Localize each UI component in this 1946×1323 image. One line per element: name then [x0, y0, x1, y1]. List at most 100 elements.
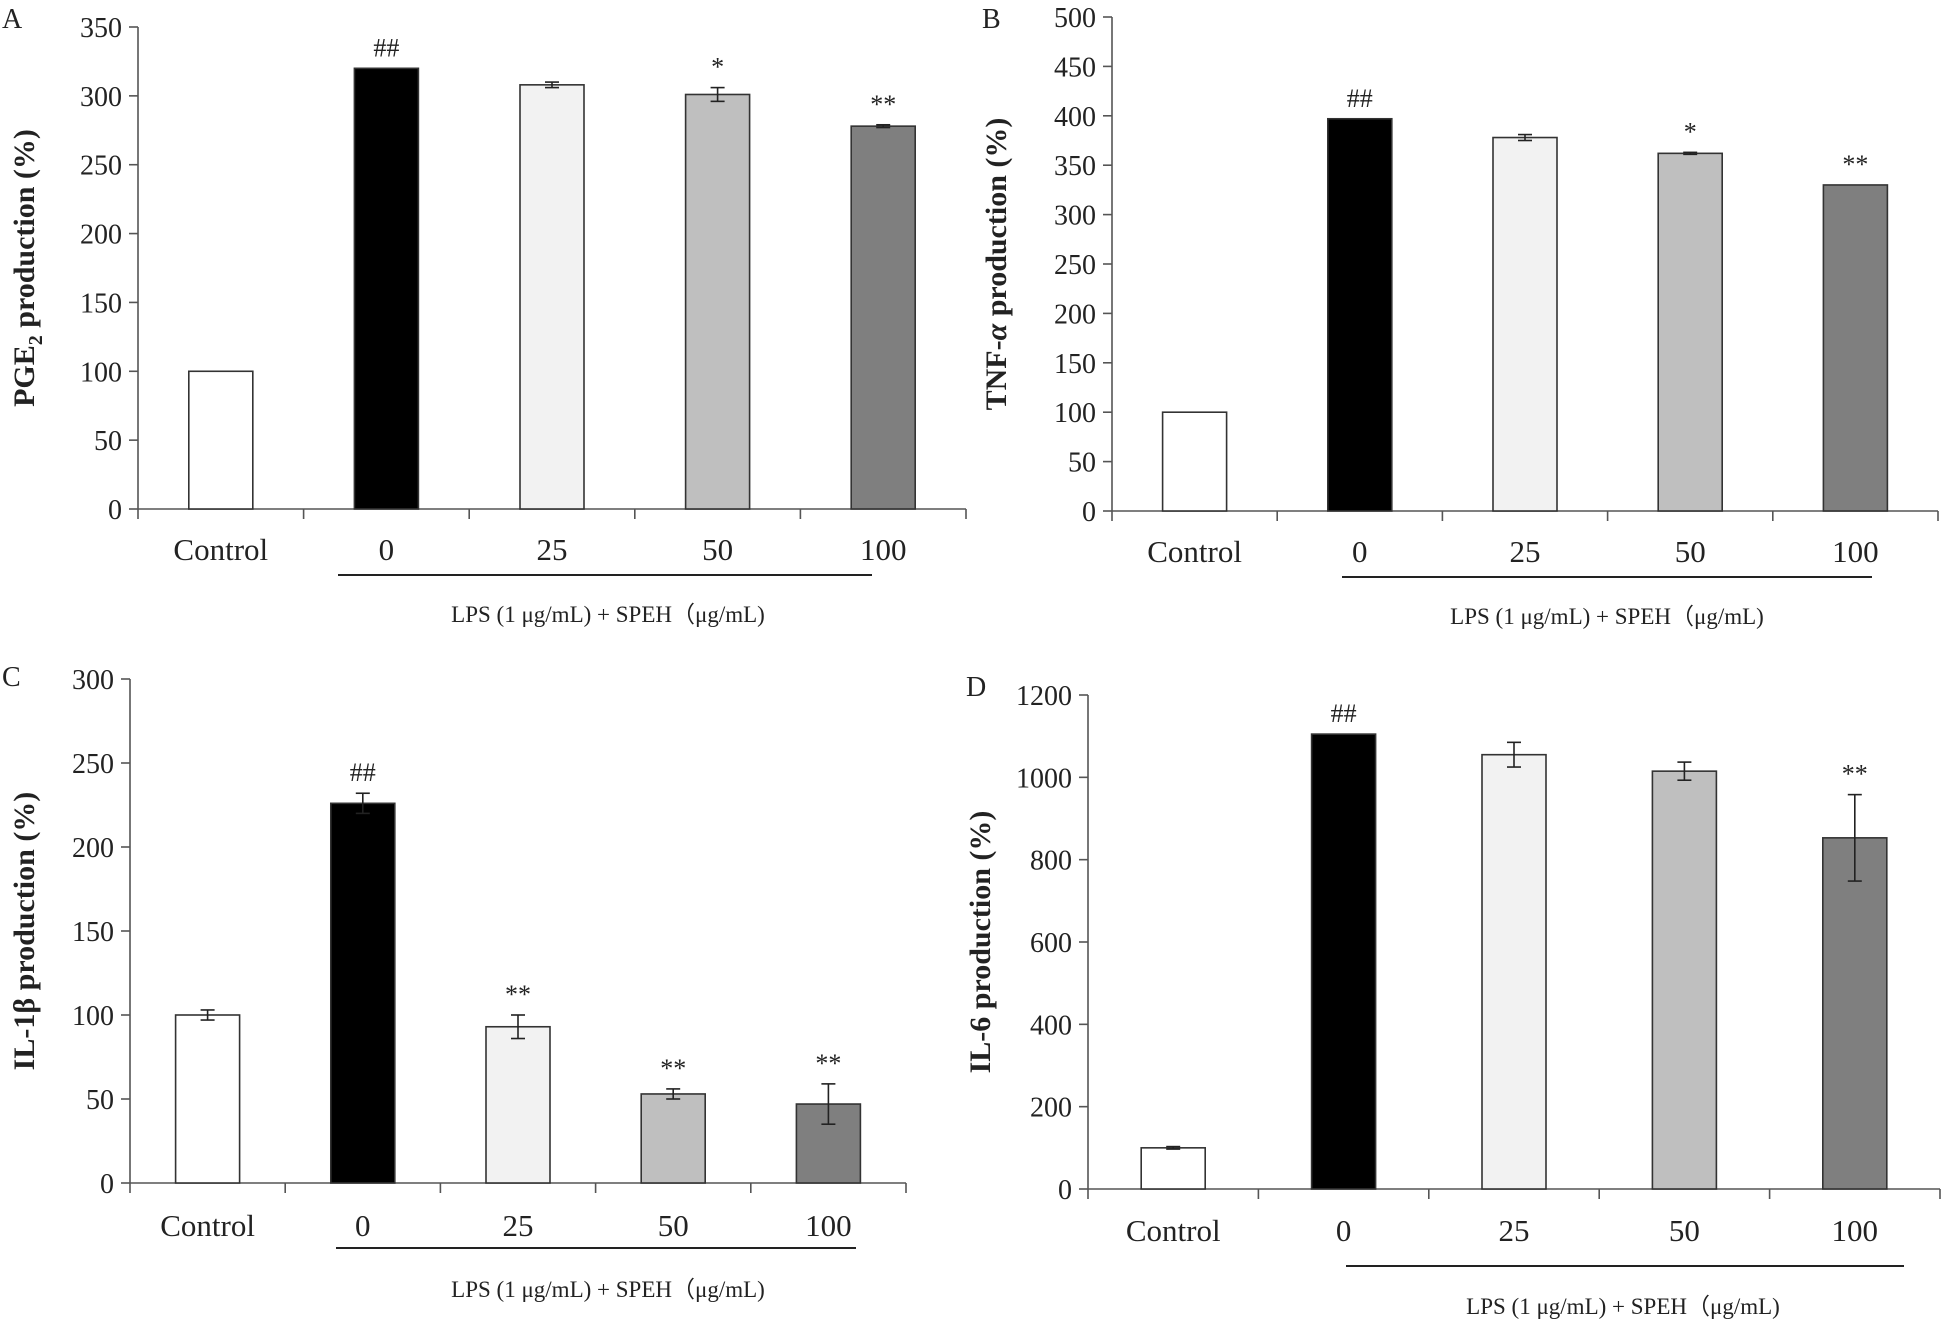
category-label: Control: [1126, 1213, 1221, 1248]
category-label: 25: [1510, 534, 1541, 569]
bar-100: [850, 125, 917, 510]
significance-label: ##: [373, 33, 399, 62]
y-tick-label: 300: [72, 665, 114, 696]
category-label: Control: [173, 532, 268, 567]
error-bar: [355, 792, 370, 815]
error-bar: [511, 1014, 525, 1040]
y-tick-label: 50: [86, 1085, 114, 1116]
bar-50: [640, 1093, 707, 1184]
y-axis-title: IL-1β production (%): [8, 792, 41, 1071]
chart-panel-a: A 0 50 100 150 200 250 300 350 Control ## 0 25 * 50 ** 1…: [2, 4, 967, 627]
y-tick-label: 500: [1054, 3, 1096, 34]
significance-label: ##: [1331, 699, 1357, 728]
category-label: 25: [537, 532, 568, 567]
y-tick-label: 0: [108, 495, 122, 526]
bar-100: [1822, 184, 1889, 512]
bar-25: [485, 1025, 551, 1184]
y-tick-label: 150: [80, 288, 122, 319]
chart-panel-d: D 0 200 400 600 800 1000 1200 Control ## 0 25 50 ** 10…: [964, 672, 1941, 1319]
bar-control: [188, 370, 254, 510]
significance-label: **: [815, 1049, 841, 1078]
bar-control: [1161, 411, 1228, 512]
panel-letter: D: [966, 672, 986, 703]
bar-25: [1481, 753, 1547, 1190]
category-label: 50: [702, 532, 733, 567]
y-tick-label: 300: [1054, 201, 1096, 232]
panel-letter: B: [982, 4, 1001, 35]
y-tick-label: 350: [1054, 151, 1096, 182]
category-label: 50: [1675, 534, 1706, 569]
bar-0: [353, 67, 420, 510]
significance-label: **: [1842, 760, 1868, 789]
significance-label: **: [1842, 150, 1868, 179]
significance-label: **: [870, 90, 896, 119]
y-tick-label: 1200: [1016, 681, 1072, 712]
y-tick-label: 200: [72, 833, 114, 864]
category-label: 25: [503, 1208, 534, 1243]
category-label: 0: [355, 1208, 371, 1243]
y-tick-label: 200: [1054, 299, 1096, 330]
y-tick-label: 100: [72, 1001, 114, 1032]
y-tick-label: 400: [1030, 1010, 1072, 1041]
y-axis-title: IL-6 production (%): [964, 811, 997, 1074]
bar-50: [684, 93, 751, 510]
category-label: Control: [1147, 534, 1242, 569]
error-bar: [1683, 151, 1698, 156]
category-label: 100: [860, 532, 907, 567]
bar-25: [1492, 136, 1558, 512]
error-bar: [200, 1009, 215, 1021]
bar-0: [329, 802, 396, 1184]
category-label: 100: [1832, 534, 1879, 569]
category-label: 50: [1669, 1213, 1700, 1248]
bar-50: [1657, 152, 1723, 512]
significance-label: ##: [350, 758, 376, 787]
panel-letter: A: [2, 4, 23, 35]
bar-25: [519, 84, 585, 510]
category-label: 0: [1336, 1213, 1352, 1248]
y-tick-label: 50: [1068, 448, 1096, 479]
bar-0: [1327, 117, 1393, 512]
group-label: LPS (1 μg/mL) + SPEH（μg/mL): [451, 1277, 765, 1302]
bar-0: [1310, 733, 1377, 1190]
y-axis-title: TNF-α production (%): [980, 118, 1013, 411]
bar-100: [1822, 837, 1888, 1190]
error-bar: [545, 81, 559, 89]
y-tick-label: 50: [94, 426, 122, 457]
error-bar: [876, 123, 891, 129]
significance-label: **: [660, 1054, 686, 1083]
error-bar: [1166, 1145, 1181, 1150]
y-tick-label: 200: [1030, 1093, 1072, 1124]
group-label: LPS (1 μg/mL) + SPEH（μg/mL): [1450, 604, 1764, 629]
y-tick-label: 250: [72, 749, 114, 780]
error-bar: [1677, 761, 1692, 782]
bar-control: [174, 1014, 241, 1184]
category-label: 100: [1832, 1213, 1879, 1248]
category-label: 25: [1499, 1213, 1530, 1248]
panel-letter: C: [2, 662, 21, 693]
y-tick-label: 450: [1054, 52, 1096, 83]
bar-50: [1651, 770, 1718, 1190]
chart-panel-b: B 0 50 100 150 200 250 300 350 400 450 500 Control ##…: [980, 3, 1939, 629]
y-tick-label: 1000: [1016, 763, 1072, 794]
y-tick-label: 400: [1054, 102, 1096, 133]
chart-panel-c: C 0 50 100 150 200 250 300 Control ## 0 ** 25 ** 50 ** 1…: [2, 662, 907, 1302]
y-tick-label: 150: [72, 917, 114, 948]
group-label: LPS (1 μg/mL) + SPEH（μg/mL): [451, 602, 765, 627]
y-tick-label: 250: [1054, 250, 1096, 281]
y-tick-label: 150: [1054, 349, 1096, 380]
y-axis-title: PGE2 production (%): [8, 129, 47, 407]
y-tick-label: 250: [80, 151, 122, 182]
y-tick-label: 350: [80, 13, 122, 44]
significance-label: *: [1684, 117, 1697, 146]
y-tick-label: 200: [80, 220, 122, 251]
significance-label: ##: [1347, 84, 1373, 113]
y-tick-label: 0: [100, 1169, 114, 1200]
y-tick-label: 0: [1082, 497, 1096, 528]
error-bar: [666, 1088, 681, 1100]
significance-label: **: [505, 980, 531, 1009]
y-tick-label: 100: [1054, 398, 1096, 429]
error-bar: [1847, 793, 1862, 882]
y-tick-label: 300: [80, 82, 122, 113]
category-label: Control: [160, 1208, 255, 1243]
